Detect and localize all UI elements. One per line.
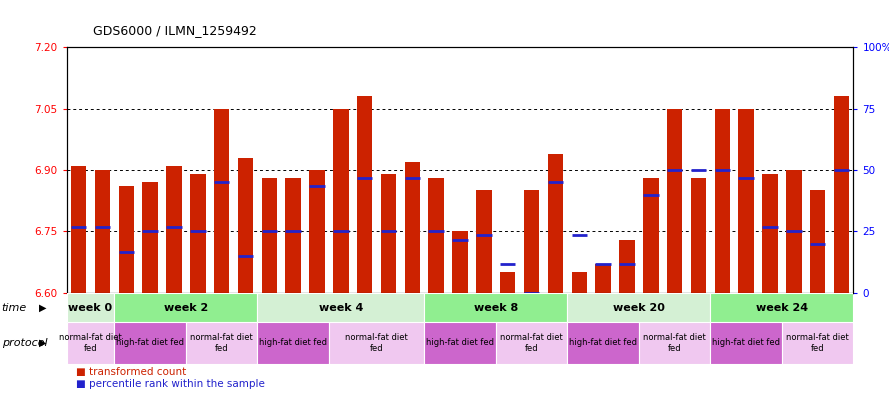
Bar [118,186,134,293]
Bar [596,264,611,293]
Text: week 4: week 4 [318,303,363,312]
Text: high-fat diet fed: high-fat diet fed [116,338,184,347]
Bar [258,322,329,364]
Bar [710,293,853,322]
Bar [404,162,420,293]
Bar [424,322,496,364]
Bar [691,178,706,293]
Bar [782,322,853,364]
Text: high-fat diet fed: high-fat diet fed [712,338,781,347]
Bar [548,154,563,293]
Text: GDS6000 / ILMN_1259492: GDS6000 / ILMN_1259492 [93,24,257,37]
Bar [453,231,468,293]
Bar [424,293,567,322]
Text: time: time [2,303,27,312]
Text: normal-fat diet
fed: normal-fat diet fed [786,333,849,353]
Bar [67,322,115,364]
Text: normal-fat diet
fed: normal-fat diet fed [190,333,253,353]
Text: high-fat diet fed: high-fat diet fed [569,338,637,347]
Bar [667,108,683,293]
Bar [786,170,802,293]
Bar [115,322,186,364]
Bar [357,96,372,293]
Text: week 8: week 8 [474,303,518,312]
Bar [572,272,587,293]
Text: normal-fat diet
fed: normal-fat diet fed [644,333,706,353]
Bar [309,170,324,293]
Bar [142,182,158,293]
Bar [567,293,710,322]
Text: week 2: week 2 [164,303,208,312]
Text: normal-fat diet
fed: normal-fat diet fed [345,333,408,353]
Bar [524,191,540,293]
Bar [496,322,567,364]
Bar [186,322,258,364]
Bar [639,322,710,364]
Bar [333,108,348,293]
Bar [329,322,424,364]
Text: week 24: week 24 [756,303,808,312]
Text: week 0: week 0 [68,303,113,312]
Bar [428,178,444,293]
Text: ▶: ▶ [39,338,46,348]
Bar [620,240,635,293]
Bar [380,174,396,293]
Bar [285,178,300,293]
Bar [810,191,825,293]
Text: ■ transformed count: ■ transformed count [76,367,186,377]
Text: high-fat diet fed: high-fat diet fed [260,338,327,347]
Text: ■ percentile rank within the sample: ■ percentile rank within the sample [76,379,264,389]
Text: week 20: week 20 [613,303,665,312]
Bar [643,178,659,293]
Bar [166,166,181,293]
Bar [237,158,253,293]
Bar [214,108,229,293]
Bar [500,272,516,293]
Text: normal-fat diet
fed: normal-fat diet fed [501,333,563,353]
Bar [190,174,205,293]
Bar [258,293,424,322]
Bar [739,108,754,293]
Text: normal-fat diet
fed: normal-fat diet fed [60,333,122,353]
Bar [261,178,277,293]
Text: protocol: protocol [2,338,47,348]
Bar [567,322,639,364]
Text: ▶: ▶ [39,303,46,312]
Bar [67,293,115,322]
Bar [834,96,849,293]
Bar [762,174,778,293]
Text: high-fat diet fed: high-fat diet fed [426,338,494,347]
Bar [715,108,730,293]
Bar [477,191,492,293]
Bar [95,170,110,293]
Bar [710,322,782,364]
Bar [115,293,258,322]
Bar [71,166,86,293]
